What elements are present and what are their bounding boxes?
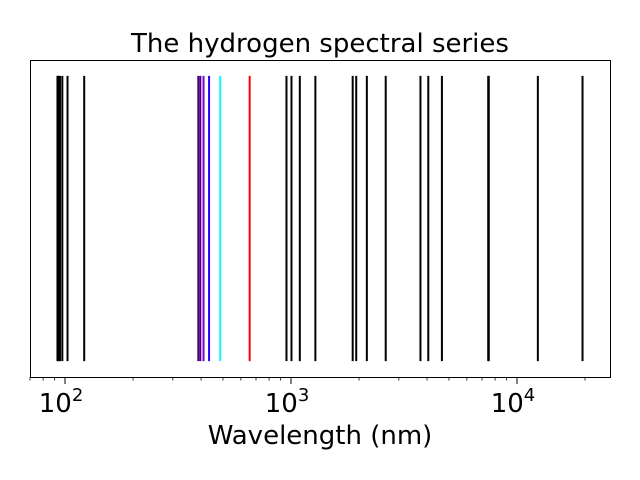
x-tick-label: 104 [491, 385, 536, 419]
spectral-lines [56, 75, 584, 362]
x-tick-label: 102 [39, 385, 84, 419]
x-ticks: 102 103 104 [29, 377, 586, 419]
x-axis-label: Wavelength (nm) [208, 421, 433, 451]
x-tick-label: 103 [265, 385, 310, 419]
axes-frame [30, 60, 611, 378]
chart-title: The hydrogen spectral series [130, 29, 509, 59]
